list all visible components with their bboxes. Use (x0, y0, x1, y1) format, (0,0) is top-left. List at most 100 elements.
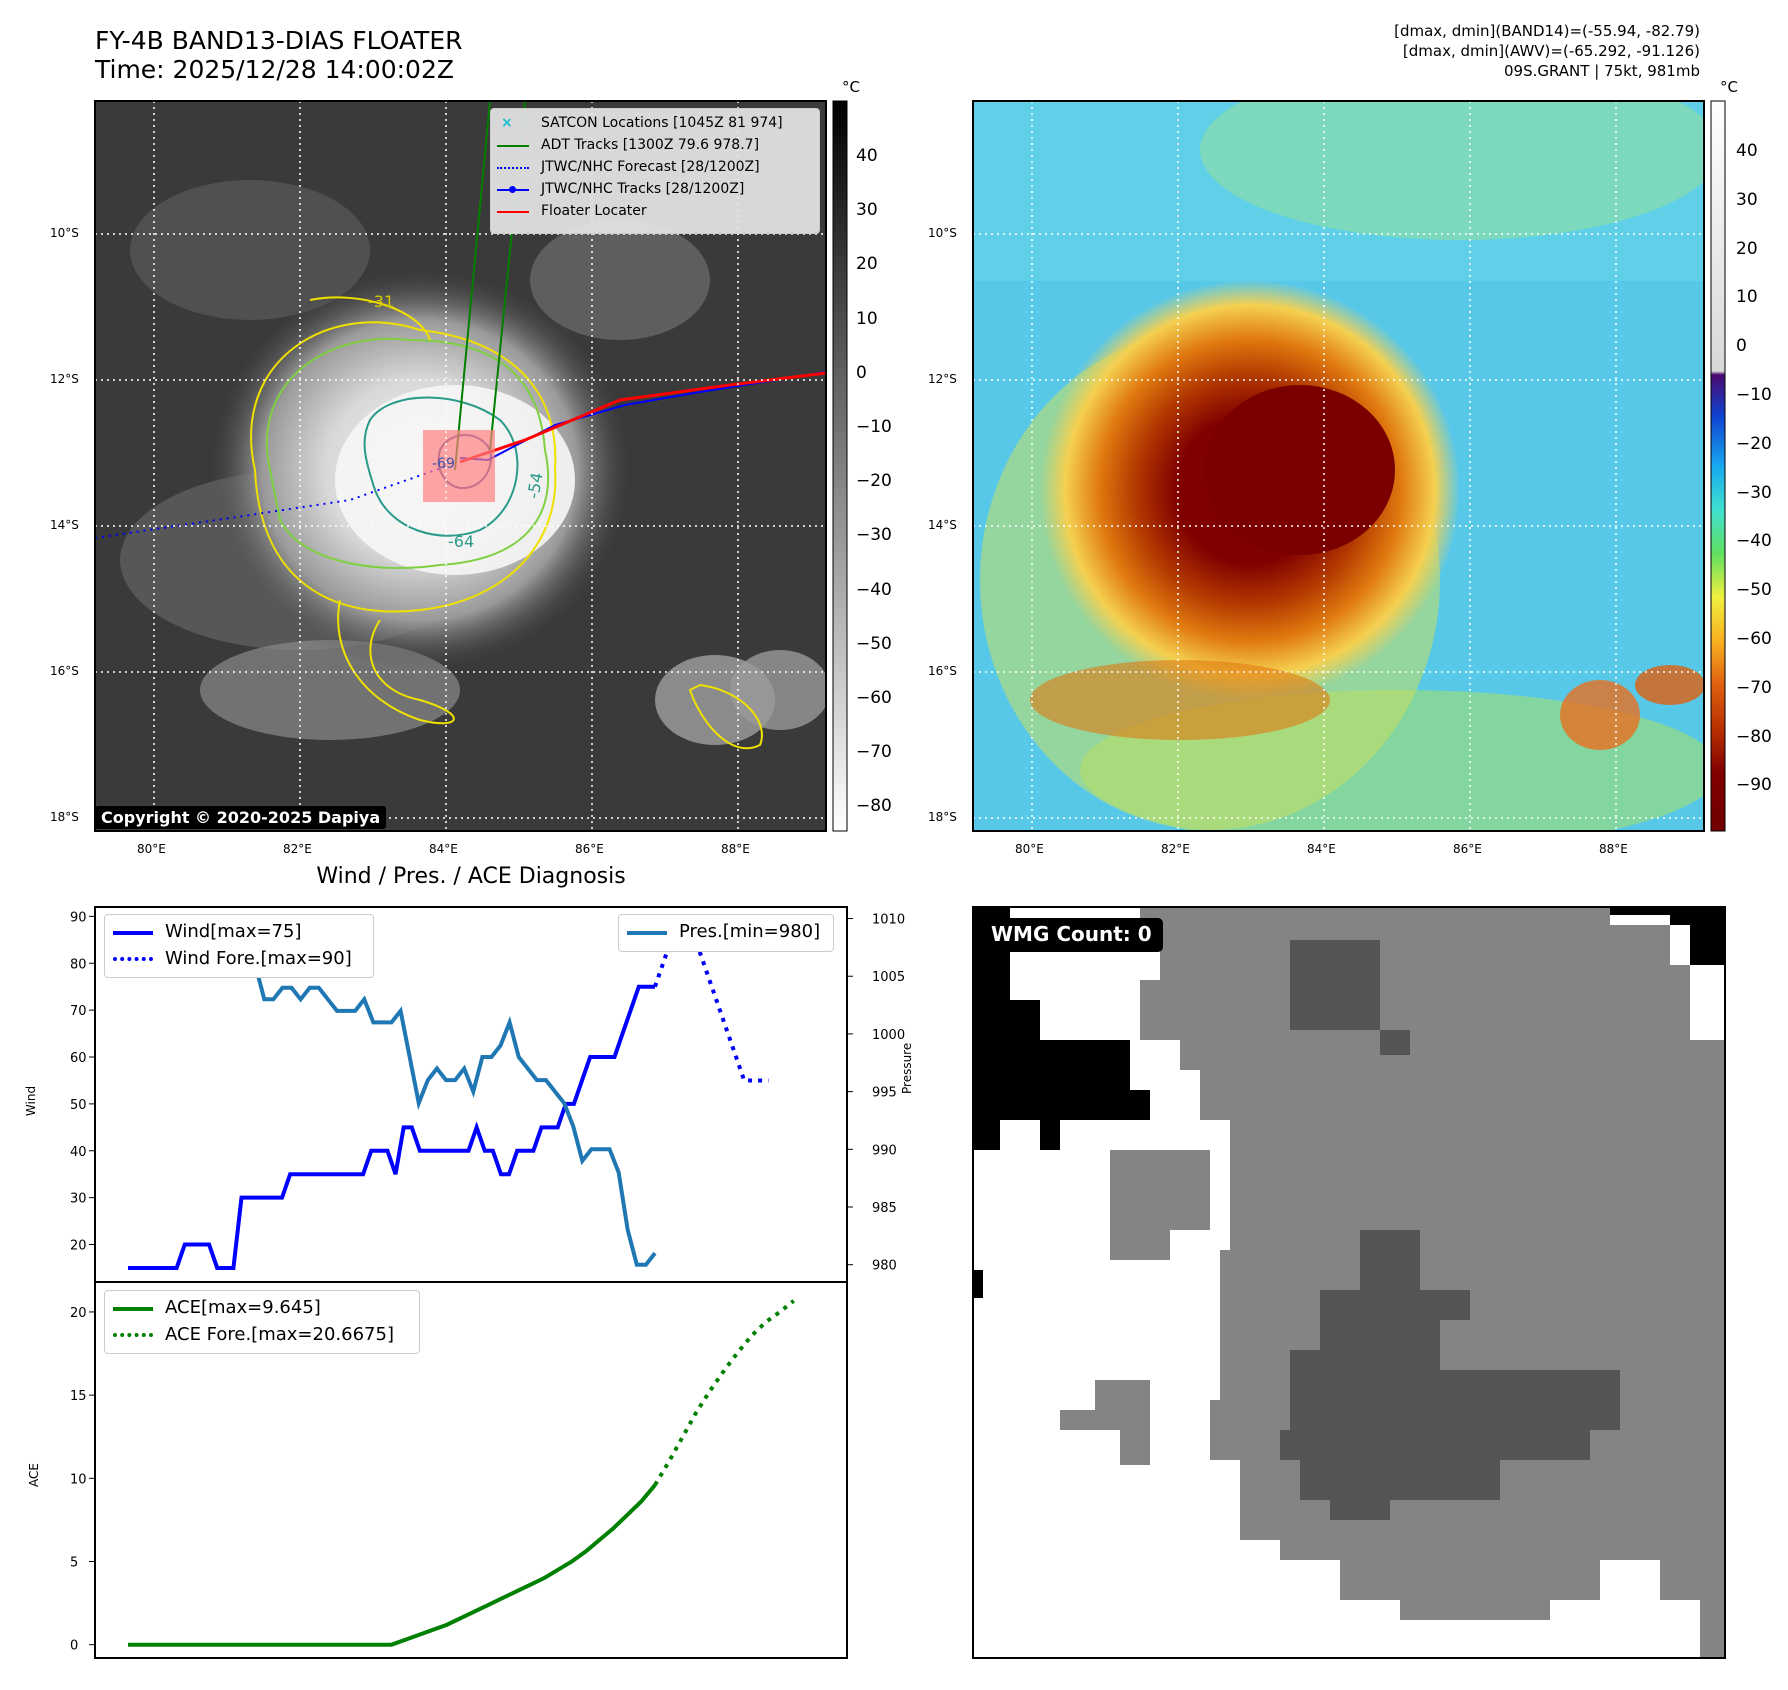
lon-label-82e: 82°E (283, 842, 312, 856)
ace-axis-label: ACE (26, 1463, 41, 1487)
colorbar-tick-label: 40 (1736, 141, 1758, 161)
pressure-legend: Pres.[min=980] (618, 914, 834, 952)
wind-tick-label: 70 (70, 1004, 87, 1019)
colorbar-tick-label: 0 (1736, 336, 1747, 357)
contour-label-31: -31 (368, 292, 395, 311)
legend-wind-fore-line (113, 957, 153, 961)
ir-cloud-imagery (95, 101, 826, 750)
wind-tick-label: 80 (70, 957, 87, 972)
lon-label-84e: 84°E (429, 842, 458, 856)
lat-label-14s-right: 14°S (928, 518, 957, 532)
wind-tick-label: 20 (70, 1239, 87, 1254)
wind-tick-label: 40 (70, 1145, 87, 1160)
legend-satcon-label: SATCON Locations [1045Z 81 974] (541, 115, 783, 131)
legend-wind-label: Wind[max=75] (165, 921, 302, 942)
wind-forecast-line (653, 914, 769, 1083)
wmg-black-region (973, 907, 1150, 1150)
lat-label-18s: 18°S (50, 810, 79, 824)
legend-ace-fore-line (113, 1333, 153, 1337)
color-colorbar-unit: °C (1720, 78, 1738, 96)
contour-label-69: -69 (432, 456, 455, 472)
colorbar-tick-label: −70 (856, 742, 892, 763)
colorbar-tick-label: 30 (1736, 189, 1758, 210)
awv-map-gridlines (973, 101, 1704, 831)
lat-label-10s-right: 10°S (928, 226, 957, 240)
ace-tick-label: 20 (70, 1306, 87, 1321)
pressure-tick-label: 1000 (872, 1028, 905, 1043)
legend-wind-fore-label: Wind Fore.[max=90] (165, 948, 352, 969)
lat-label-10s: 10°S (50, 226, 79, 240)
lat-label-14s: 14°S (50, 518, 79, 532)
lat-label-16s: 16°S (50, 664, 79, 678)
wind-tick-label: 30 (70, 1192, 87, 1207)
lon-label-82e-right: 82°E (1161, 842, 1190, 856)
legend-tracks-label: JTWC/NHC Tracks [28/1200Z] (541, 181, 745, 197)
ace-tick-label: 10 (70, 1472, 87, 1487)
pressure-tick-label: 980 (872, 1259, 897, 1274)
colorbar-tick-label: 10 (1736, 287, 1758, 308)
diagnosis-chart-title: Wind / Pres. / ACE Diagnosis (316, 864, 626, 889)
ace-tick-label: 15 (70, 1389, 87, 1404)
lat-label-12s: 12°S (50, 372, 79, 386)
wmg-count-badge (981, 918, 1163, 952)
gray-colorbar (832, 100, 848, 832)
pressure-axis-label: Pressure (900, 1042, 914, 1094)
legend-pres-label: Pres.[min=980] (679, 921, 821, 942)
legend-floater-line (497, 211, 529, 213)
pressure-tick-label: 990 (872, 1143, 897, 1158)
wmg-panel (972, 906, 1726, 1659)
legend-forecast-line (497, 167, 529, 169)
lon-label-88e-right: 88°E (1599, 842, 1628, 856)
lon-label-80e: 80°E (137, 842, 166, 856)
legend-adt-line (497, 145, 529, 147)
wmg-count-label: WMG Count: 0 (991, 922, 1152, 946)
awv-map-frame (972, 100, 1705, 832)
colorbar-tick-label: 10 (856, 308, 878, 329)
colorbar-tick-label: −20 (856, 471, 892, 492)
figure-time: Time: 2025/12/28 14:00:02Z (95, 55, 454, 84)
lon-label-86e: 86°E (575, 842, 604, 856)
pressure-tick-label: 1005 (872, 970, 905, 985)
wind-tick-label: 60 (70, 1051, 87, 1066)
pressure-axis-ticks: 980 985 990 995 1000 1005 1010 (847, 913, 905, 1274)
legend-pres-line (627, 931, 667, 935)
legend-ace-fore-label: ACE Fore.[max=20.6675] (165, 1324, 394, 1345)
legend-ace-line (113, 1307, 153, 1311)
gray-colorbar-unit: °C (842, 78, 860, 96)
contour-label-64: -64 (448, 532, 475, 551)
colorbar-tick-label: −20 (1736, 433, 1772, 454)
ace-tick-label: 5 (70, 1556, 78, 1571)
wind-axis-label: Wind (24, 1085, 39, 1117)
info-awv: [dmax, dmin](AWV)=(-65.292, -91.126) (1402, 42, 1700, 60)
colorbar-tick-label: 0 (856, 362, 867, 383)
colorbar-tick-label: −70 (1736, 677, 1772, 698)
ace-forecast-line (653, 1299, 795, 1486)
legend-ace-label: ACE[max=9.645] (165, 1297, 321, 1318)
colorbar-tick-label: 30 (856, 200, 878, 221)
colorbar-tick-label: −60 (856, 688, 892, 708)
wind-legend: Wind[max=75] Wind Fore.[max=90] (104, 914, 374, 978)
lat-label-18s-right: 18°S (928, 810, 957, 824)
wind-tick-label: 90 (70, 910, 87, 925)
ace-tick-label: 0 (70, 1639, 78, 1654)
wind-pres-chart: 20 30 40 50 60 70 80 90 980 985 990 995 1000 1005 101… (70, 906, 905, 1283)
copyright-badge: Copyright © 2020-2025 Dapiya (95, 806, 387, 829)
legend-satcon-icon: × (501, 115, 513, 131)
wmg-gray-region (1140, 907, 1725, 1658)
info-storm: 09S.GRANT | 75kt, 981mb (1503, 62, 1700, 80)
wmg-frame (972, 906, 1726, 1659)
wmg-dark-region (1280, 1230, 1620, 1520)
lon-label-86e-right: 86°E (1453, 842, 1482, 856)
ace-axis-ticks: 0 5 10 15 20 (70, 1306, 95, 1654)
legend-forecast-label: JTWC/NHC Forecast [28/1200Z] (541, 159, 760, 175)
pressure-tick-label: 1010 (872, 913, 905, 928)
colorbar-tick-label: 20 (856, 254, 878, 275)
lat-label-16s-right: 16°S (928, 664, 957, 678)
colorbar-tick-label: −30 (856, 525, 892, 546)
colorbar-tick-label: −10 (1736, 385, 1772, 405)
colorbar-tick-label: −50 (856, 633, 892, 654)
lon-label-88e: 88°E (721, 842, 750, 856)
wind-axis-ticks: 20 30 40 50 60 70 80 90 (70, 910, 95, 1254)
colorbar-tick-label: −80 (856, 796, 892, 817)
map-legend: × SATCON Locations [1045Z 81 974] ADT Tr… (490, 108, 820, 234)
